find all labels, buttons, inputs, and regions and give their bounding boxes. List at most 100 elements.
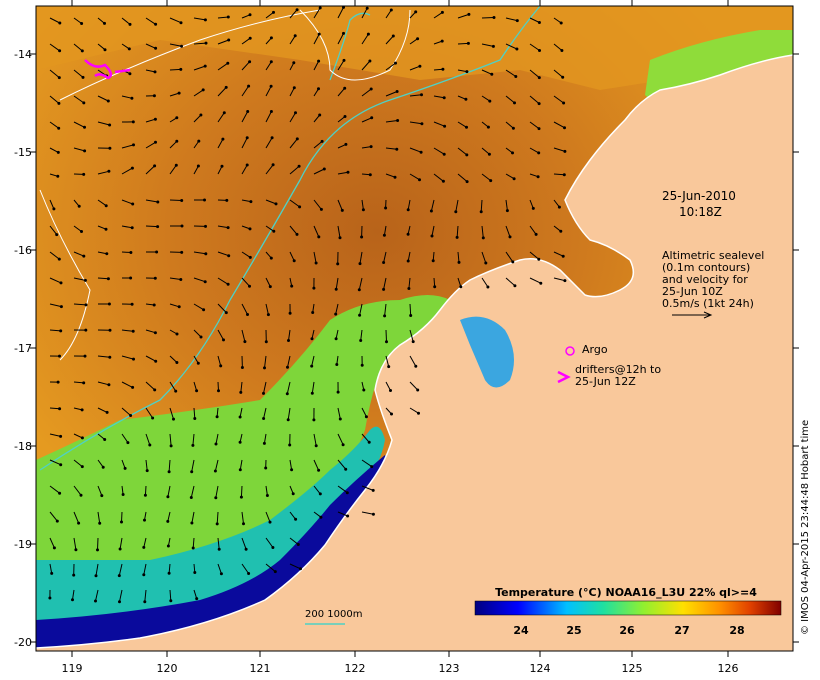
velocity-arrow [145, 355, 156, 362]
velocity-arrow [529, 147, 539, 154]
map-date: 25-Jun-2010 [662, 189, 736, 203]
velocity-arrow-head [108, 355, 112, 359]
velocity-arrow [241, 329, 246, 342]
velocity-arrow-head [561, 75, 565, 79]
velocity-arrow-head [169, 444, 173, 448]
velocity-arrow [119, 537, 123, 550]
velocity-arrow [169, 433, 172, 446]
velocity-arrow [481, 17, 495, 19]
velocity-arrow-head [317, 59, 321, 63]
velocity-arrow-head [511, 151, 514, 155]
sealevel-contour [299, 9, 411, 81]
velocity-arrow [409, 38, 418, 45]
velocity-arrow [73, 537, 77, 550]
velocity-arrow-head [240, 366, 244, 369]
velocity-arrow-head [505, 209, 509, 213]
velocity-arrow-head [340, 208, 344, 212]
velocity-arrow [529, 225, 537, 235]
velocity-arrow-head [481, 236, 485, 240]
velocity-arrow [481, 277, 489, 288]
velocity-arrow-head [557, 205, 561, 209]
velocity-arrow-head [215, 415, 219, 419]
velocity-arrow [49, 329, 61, 332]
velocity-arrow [169, 589, 172, 601]
velocity-arrow-head [81, 75, 85, 79]
sealevel-contour [59, 9, 321, 101]
velocity-arrow-head [145, 469, 149, 473]
velocity-arrow-head [175, 361, 179, 364]
velocity-arrow [335, 277, 339, 290]
velocity-arrow-head [83, 149, 87, 153]
velocity-arrow [97, 43, 106, 51]
altimetry-note: Altimetric sealevel (0.1m contours) and … [662, 249, 765, 310]
velocity-arrow [431, 225, 435, 237]
velocity-arrow-head [57, 257, 61, 261]
velocity-arrow [553, 251, 564, 257]
velocity-arrow-head [82, 254, 86, 258]
velocity-arrow-head [344, 467, 348, 471]
velocity-arrow-head [563, 126, 566, 130]
velocity-arrow-head [248, 13, 252, 17]
velocity-arrow [265, 303, 269, 315]
velocity-arrow-head [131, 202, 135, 206]
velocity-arrow [121, 95, 133, 99]
velocity-arrow [145, 225, 158, 228]
velocity-arrow [311, 381, 315, 394]
velocity-arrow-head [79, 493, 83, 497]
velocity-arrow [241, 303, 248, 315]
velocity-arrow [361, 88, 372, 97]
velocity-arrow-head [48, 596, 52, 600]
velocity-arrow-head [238, 415, 242, 419]
velocity-arrow [241, 199, 251, 203]
velocity-arrow-head [429, 209, 433, 213]
velocity-arrow-head [238, 440, 242, 444]
velocity-arrow [73, 17, 82, 24]
velocity-arrow [121, 407, 131, 416]
velocity-arrow [335, 303, 339, 315]
velocity-arrow [72, 589, 75, 600]
velocity-arrow-head [299, 567, 302, 571]
velocity-arrow [144, 589, 147, 602]
velocity-arrow-head [58, 49, 62, 53]
velocity-arrow [145, 329, 156, 334]
velocity-arrow-head [128, 72, 132, 76]
velocity-arrow [529, 69, 540, 78]
velocity-arrow [385, 35, 394, 45]
velocity-arrow-head [77, 521, 81, 525]
velocity-arrow-head [177, 91, 181, 95]
velocity-arrow-head [318, 6, 322, 10]
velocity-arrow-head [322, 167, 326, 171]
velocity-arrow-head [454, 210, 458, 214]
velocity-arrow-head [466, 41, 470, 45]
velocity-arrow [313, 60, 320, 71]
velocity-arrow [313, 433, 317, 446]
velocity-arrow-head [562, 173, 566, 177]
velocity-arrow-head [227, 254, 231, 258]
velocity-arrow-head [416, 388, 420, 392]
velocity-arrow-head [269, 256, 273, 260]
velocity-arrow-head [346, 514, 350, 518]
velocity-arrow [553, 277, 566, 282]
velocity-arrow-head [174, 389, 178, 393]
velocity-arrow [289, 9, 298, 19]
velocity-arrow-head [104, 227, 108, 231]
velocity-arrow-head [534, 232, 538, 236]
velocity-arrow [457, 147, 468, 156]
velocity-arrow-head [142, 573, 146, 577]
velocity-arrow [313, 225, 320, 238]
velocity-arrow [73, 95, 85, 104]
velocity-arrow [73, 511, 80, 524]
velocity-arrow [457, 13, 470, 19]
velocity-arrow [529, 43, 540, 51]
velocity-arrow [97, 121, 110, 126]
velocity-arrow-head [492, 16, 496, 19]
velocity-arrow-head [94, 599, 97, 603]
velocity-arrow-head [395, 90, 399, 93]
velocity-arrow-head [310, 364, 314, 368]
velocity-arrow [313, 485, 321, 495]
velocity-arrow-head [395, 147, 399, 151]
velocity-arrow-head [479, 210, 483, 214]
velocity-arrow-head [239, 390, 243, 394]
velocity-arrow [145, 43, 156, 49]
velocity-arrow [49, 147, 59, 153]
